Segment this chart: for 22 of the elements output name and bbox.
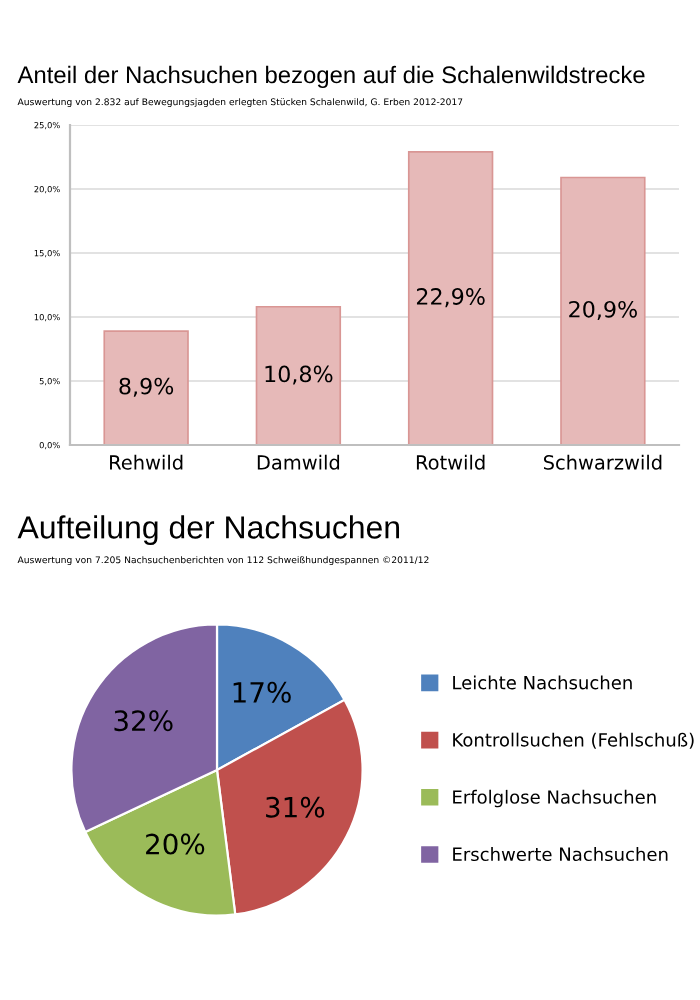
- x-tick-label: Rehwild: [110, 454, 183, 470]
- legend-label: Erschwerte Nachsuchen: [453, 847, 668, 862]
- data-label: 8,9%: [119, 377, 174, 397]
- bar: [407, 151, 494, 445]
- data-label: 20%: [146, 833, 205, 855]
- chart-title: Aufteilung der Nachsuchen: [17, 515, 400, 545]
- bar: [560, 176, 646, 445]
- data-label: 22,9%: [416, 288, 485, 308]
- legend-label: Kontrollsuchen (Fehlschuß): [453, 732, 694, 749]
- bar: [103, 330, 189, 445]
- data-label: 17%: [233, 681, 291, 703]
- data-label: 20,9%: [569, 300, 637, 320]
- x-tick-label: Rotwild: [416, 454, 485, 470]
- data-label: 32%: [114, 710, 173, 732]
- chart-title: Anteil der Nachsuchen bezogen auf die Schalenwildstrecke: [17, 65, 645, 88]
- x-tick-label: Damwild: [257, 454, 340, 470]
- x-tick-label: Schwarzwild: [543, 454, 662, 470]
- data-label: 10,8%: [265, 365, 333, 385]
- legend-label: Erfolglose Nachsuchen: [453, 789, 656, 808]
- legend-label: Leichte Nachsuchen: [453, 675, 632, 690]
- data-label: 31%: [266, 796, 325, 818]
- bar: [255, 305, 342, 445]
